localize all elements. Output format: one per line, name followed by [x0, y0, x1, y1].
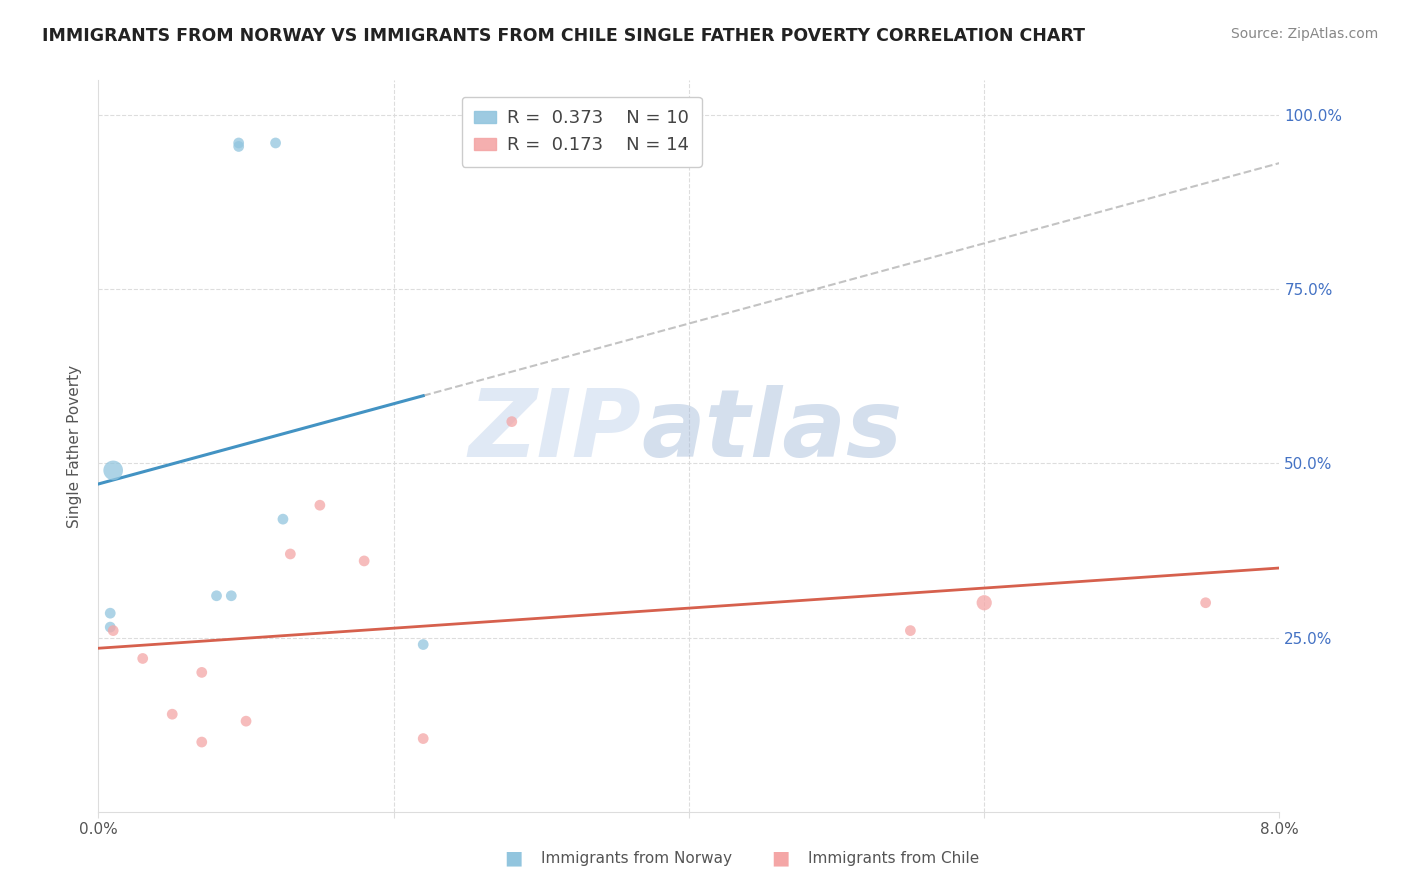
Point [103, 463, 125, 477]
Legend: R =  0.373    N = 10, R =  0.173    N = 14: R = 0.373 N = 10, R = 0.173 N = 14 [461, 96, 702, 167]
Point [501, 415, 523, 429]
Point [264, 136, 287, 150]
Text: ■: ■ [503, 848, 523, 868]
Text: atlas: atlas [641, 385, 903, 477]
Point [353, 554, 375, 568]
Point [308, 498, 332, 512]
Point [132, 651, 155, 665]
Point [900, 624, 922, 638]
Point [228, 139, 250, 153]
Point [228, 136, 250, 150]
Point [973, 596, 995, 610]
Point [412, 638, 434, 652]
Y-axis label: Single Father Poverty: Single Father Poverty [67, 365, 83, 527]
Text: ZIP: ZIP [468, 385, 641, 477]
Text: Source: ZipAtlas.com: Source: ZipAtlas.com [1230, 27, 1378, 41]
Point [412, 731, 434, 746]
Text: Immigrants from Norway: Immigrants from Norway [541, 851, 733, 865]
Point [205, 589, 228, 603]
Point [219, 589, 242, 603]
Point [162, 707, 183, 722]
Text: ■: ■ [770, 848, 790, 868]
Text: Immigrants from Chile: Immigrants from Chile [808, 851, 980, 865]
Point [278, 547, 302, 561]
Point [235, 714, 257, 728]
Point [98, 620, 121, 634]
Point [1194, 596, 1216, 610]
Point [98, 606, 121, 620]
Text: IMMIGRANTS FROM NORWAY VS IMMIGRANTS FROM CHILE SINGLE FATHER POVERTY CORRELATIO: IMMIGRANTS FROM NORWAY VS IMMIGRANTS FRO… [42, 27, 1085, 45]
Point [271, 512, 294, 526]
Point [191, 665, 214, 680]
Point [191, 735, 214, 749]
Point [103, 624, 125, 638]
